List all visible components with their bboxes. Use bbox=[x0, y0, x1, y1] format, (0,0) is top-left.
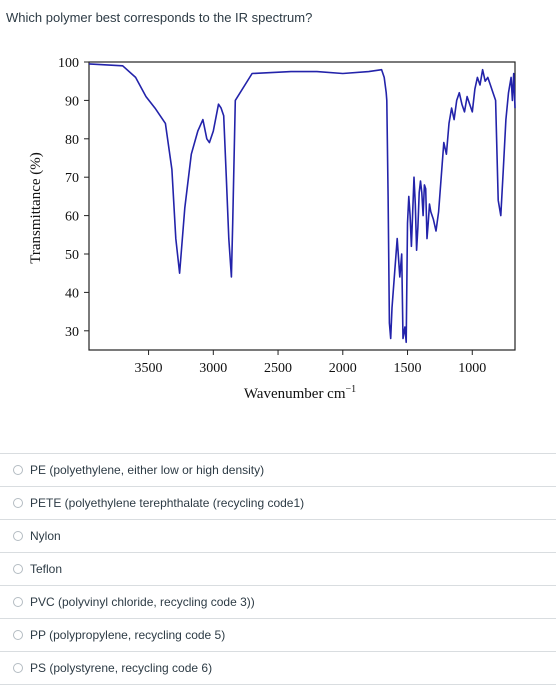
answer-label: Teflon bbox=[30, 562, 63, 576]
radio-button[interactable] bbox=[13, 564, 23, 574]
x-tick-label: 2000 bbox=[329, 361, 357, 376]
x-tick-label: 1500 bbox=[394, 361, 422, 376]
y-tick-label: 80 bbox=[65, 133, 79, 148]
y-tick-label: 50 bbox=[65, 248, 79, 263]
answer-option[interactable]: Nylon bbox=[0, 519, 556, 552]
x-axis-label-exponent: −1 bbox=[346, 384, 357, 395]
answer-label: PS (polystyrene, recycling code 6) bbox=[30, 661, 213, 675]
answer-label: PVC (polyvinyl chloride, recycling code … bbox=[30, 595, 255, 609]
answer-label: Nylon bbox=[30, 529, 61, 543]
y-tick-label: 60 bbox=[65, 210, 79, 225]
spectrum-line bbox=[88, 63, 516, 344]
ir-spectrum-chart: 30 40 50 60 70 80 90 100 3500 3000 2500 2000 1500 10… bbox=[28, 56, 516, 402]
x-tick-label: 2500 bbox=[264, 361, 292, 376]
answer-option[interactable]: Teflon bbox=[0, 552, 556, 585]
x-axis-label: Wavenumber cm−1 bbox=[244, 384, 356, 402]
answer-option[interactable]: PE (polyethylene, either low or high den… bbox=[0, 453, 556, 486]
answer-option[interactable]: PVC (polyvinyl chloride, recycling code … bbox=[0, 585, 556, 618]
answer-option[interactable]: PS (polystyrene, recycling code 6) bbox=[0, 651, 556, 685]
plot-area bbox=[88, 61, 516, 351]
x-tick-label: 3000 bbox=[199, 361, 227, 376]
radio-button[interactable] bbox=[13, 597, 23, 607]
y-axis-label: Transmittance (%) bbox=[28, 152, 44, 264]
y-tick-label: 70 bbox=[65, 171, 79, 186]
radio-button[interactable] bbox=[13, 498, 23, 508]
x-tick-label: 3500 bbox=[135, 361, 163, 376]
y-tick-label: 30 bbox=[65, 325, 79, 340]
x-tick-label: 1000 bbox=[458, 361, 486, 376]
answer-option[interactable]: PP (polypropylene, recycling code 5) bbox=[0, 618, 556, 651]
answer-label: PE (polyethylene, either low or high den… bbox=[30, 463, 265, 477]
radio-button[interactable] bbox=[13, 630, 23, 640]
x-axis-label-text: Wavenumber cm bbox=[244, 386, 346, 402]
answer-label: PP (polypropylene, recycling code 5) bbox=[30, 628, 226, 642]
radio-button[interactable] bbox=[13, 531, 23, 541]
answer-option[interactable]: PETE (polyethylene terephthalate (recycl… bbox=[0, 486, 556, 519]
y-tick-label: 100 bbox=[58, 56, 79, 71]
y-tick-label: 90 bbox=[65, 94, 79, 109]
radio-button[interactable] bbox=[13, 663, 23, 673]
answer-list: PE (polyethylene, either low or high den… bbox=[0, 453, 556, 685]
radio-button[interactable] bbox=[13, 465, 23, 475]
y-tick-label: 40 bbox=[65, 286, 79, 301]
question-text: Which polymer best corresponds to the IR… bbox=[6, 10, 313, 25]
answer-label: PETE (polyethylene terephthalate (recycl… bbox=[30, 496, 305, 510]
